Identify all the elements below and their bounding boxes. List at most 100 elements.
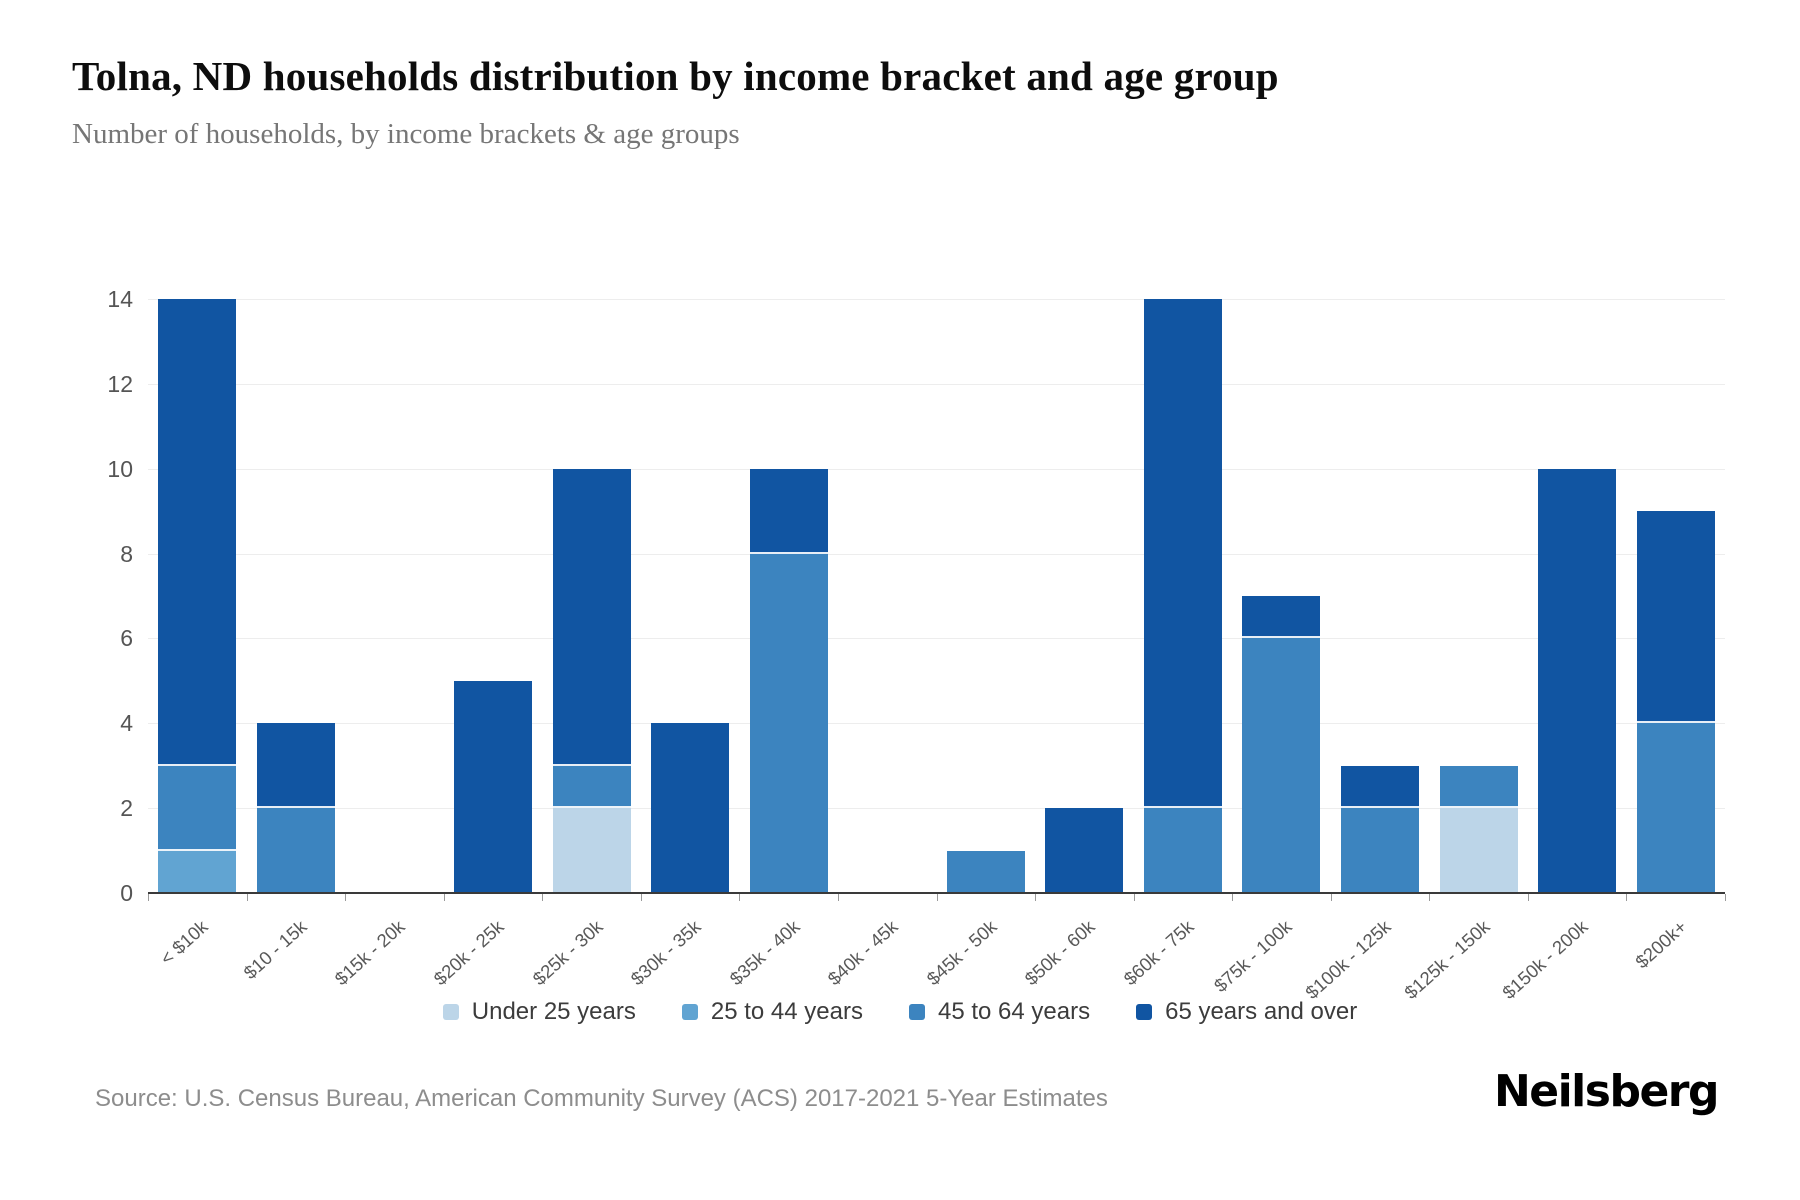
- x-tick-mark: [443, 894, 445, 901]
- bar-segment[interactable]: [1636, 511, 1715, 724]
- source-note: Source: U.S. Census Bureau, American Com…: [95, 1085, 1108, 1112]
- category-slot: [1528, 299, 1627, 893]
- category-slot: [1134, 299, 1233, 893]
- stacked-bar: [651, 723, 730, 893]
- legend-item[interactable]: 25 to 44 years: [681, 998, 863, 1026]
- gridline-y-2: [148, 808, 1725, 810]
- y-tick-label-14: 14: [107, 286, 133, 312]
- gridline-y-10: [148, 468, 1725, 470]
- bar-segment[interactable]: [158, 765, 237, 851]
- bar-segment[interactable]: [1242, 596, 1321, 639]
- x-tick-mark: [1527, 894, 1529, 901]
- page-title: Tolna, ND households distribution by inc…: [72, 53, 1279, 99]
- legend-swatch-icon: [908, 1004, 925, 1020]
- legend-item[interactable]: Under 25 years: [442, 998, 636, 1026]
- stacked-bar: [158, 299, 237, 893]
- bar-segment[interactable]: [1636, 723, 1715, 893]
- bar-segment[interactable]: [552, 765, 631, 809]
- stacked-bar: [1242, 596, 1321, 893]
- x-axis-line: [148, 892, 1725, 894]
- x-tick-mark: [640, 894, 642, 901]
- stacked-bar: [1143, 299, 1222, 893]
- x-tick-mark: [739, 894, 741, 901]
- bar-segment[interactable]: [1341, 808, 1420, 893]
- gridline-y-14: [148, 299, 1725, 300]
- page-subtitle: Number of households, by income brackets…: [72, 118, 740, 150]
- bar-segment[interactable]: [749, 553, 828, 893]
- bar-segment[interactable]: [1143, 808, 1222, 893]
- x-tick-mark: [1133, 894, 1135, 901]
- gridline-y-8: [148, 553, 1725, 555]
- y-tick-label-2: 2: [120, 795, 133, 822]
- stacked-bar: [946, 850, 1025, 893]
- bar-segment[interactable]: [1341, 765, 1420, 809]
- legend-label: 65 years and over: [1165, 998, 1358, 1025]
- stacked-bar: [749, 468, 828, 893]
- bar-segment[interactable]: [1538, 468, 1617, 893]
- bar-segment[interactable]: [946, 850, 1025, 893]
- gridline-y-4: [148, 723, 1725, 725]
- x-tick-mark: [148, 894, 149, 901]
- category-slot: [641, 299, 740, 893]
- stacked-bar: [1439, 765, 1518, 893]
- category-slot: [247, 299, 346, 893]
- legend-label: Under 25 years: [471, 998, 636, 1025]
- bar-segment[interactable]: [651, 723, 730, 893]
- category-slot: [148, 299, 247, 893]
- category-slot: [345, 299, 444, 893]
- legend: Under 25 years 25 to 44 years 45 to 64 yea…: [0, 998, 1800, 1026]
- x-tick-mark: [1626, 894, 1628, 901]
- category-slot: [1626, 299, 1725, 893]
- x-tick-mark: [1232, 894, 1234, 901]
- x-tick-mark: [1330, 894, 1332, 901]
- category-slot: [739, 299, 838, 893]
- x-tick-mark: [542, 894, 544, 901]
- bar-segment[interactable]: [1143, 299, 1222, 809]
- category-slot: [542, 299, 641, 893]
- category-slot: [1429, 299, 1528, 893]
- bar-segment[interactable]: [1439, 808, 1518, 893]
- stacked-bar: [1636, 511, 1715, 893]
- x-tick-mark: [1429, 894, 1431, 901]
- plot-area: 0 2 4 6 8 10 12 14 < $10k $10 - 15k $15k - 20k $20…: [107, 288, 1726, 1003]
- legend-item[interactable]: 45 to 64 years: [908, 998, 1091, 1026]
- bar-segment[interactable]: [256, 723, 335, 809]
- bar-segment[interactable]: [1242, 638, 1321, 893]
- gridline-y-6: [148, 638, 1725, 640]
- bar-segment[interactable]: [158, 299, 237, 766]
- y-tick-label-10: 10: [107, 455, 133, 482]
- bar-segment[interactable]: [256, 808, 335, 893]
- category-slot: [444, 299, 543, 893]
- stacked-bar: [453, 680, 532, 893]
- bar-segment[interactable]: [552, 468, 631, 766]
- y-tick-label-4: 4: [120, 710, 133, 737]
- bar-segment[interactable]: [1045, 808, 1124, 893]
- stacked-bar: [552, 468, 631, 893]
- legend-item[interactable]: 65 years and over: [1136, 998, 1357, 1026]
- category-slot: [1331, 299, 1430, 893]
- category-slot: [1035, 299, 1134, 893]
- brand-logo: Neilsberg: [1493, 1066, 1720, 1117]
- y-tick-label-8: 8: [120, 540, 133, 567]
- bar-segment[interactable]: [453, 680, 532, 893]
- legend-swatch-icon: [1136, 1004, 1153, 1020]
- bar-segment[interactable]: [158, 850, 237, 893]
- legend-label: 25 to 44 years: [710, 998, 863, 1025]
- x-tick-mark: [837, 894, 839, 901]
- category-slot: [937, 299, 1036, 893]
- gridline-y-12: [148, 383, 1725, 385]
- legend-label: 45 to 64 years: [937, 998, 1091, 1025]
- bar-segment[interactable]: [1439, 765, 1518, 809]
- legend-swatch-icon: [442, 1004, 459, 1020]
- y-tick-label-6: 6: [120, 625, 133, 652]
- bar-segment[interactable]: [749, 468, 828, 554]
- bar-segment[interactable]: [552, 808, 631, 893]
- category-slot: [838, 299, 937, 893]
- y-tick-label-0: 0: [120, 880, 133, 906]
- y-tick-label-12: 12: [107, 370, 133, 397]
- x-tick-mark: [345, 894, 347, 901]
- stacked-bar: [1341, 765, 1420, 893]
- x-tick-mark: [246, 894, 248, 901]
- x-tick-mark: [936, 894, 938, 901]
